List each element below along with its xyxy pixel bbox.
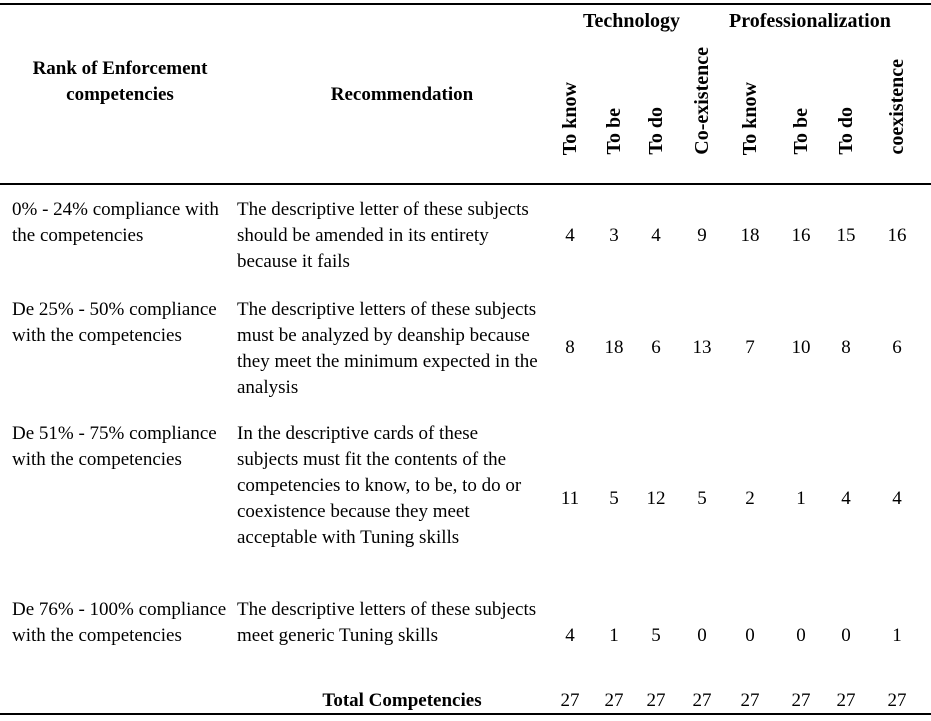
value-cell: 1 [609, 625, 619, 646]
total-value: 27 [791, 690, 811, 711]
column-header: To know [739, 81, 761, 155]
value-cell: 4 [565, 225, 575, 246]
rank-cell: De 25% - 50% compliance with the compete… [12, 299, 217, 346]
rank-cell: 0% - 24% compliance with the competencie… [12, 199, 219, 246]
value-cell: 0 [841, 625, 851, 646]
total-value: 27 [692, 690, 712, 711]
value-cell: 13 [692, 337, 712, 358]
value-cell: 0 [697, 625, 707, 646]
value-cell: 4 [892, 488, 902, 509]
value-cell: 12 [646, 488, 666, 509]
header-rule [0, 183, 931, 185]
value-cell: 18 [740, 225, 760, 246]
value-cell: 10 [791, 337, 811, 358]
value-cell: 0 [745, 625, 755, 646]
value-cell: 5 [651, 625, 661, 646]
column-header: To be [603, 108, 625, 155]
value-cell: 1 [796, 488, 806, 509]
column-header: Co-existence [691, 47, 713, 155]
recommendation-cell: The descriptive letters of these subject… [237, 599, 537, 646]
rank-cell: De 76% - 100% compliance with the compet… [12, 599, 227, 646]
value-cell: 4 [841, 488, 851, 509]
recommendation-cell: The descriptive letter of these subjects… [237, 199, 529, 272]
value-cell: 16 [887, 225, 907, 246]
value-cell: 6 [651, 337, 661, 358]
bottom-rule [0, 713, 931, 715]
total-value: 27 [646, 690, 666, 711]
value-cell: 4 [651, 225, 661, 246]
value-cell: 1 [892, 625, 902, 646]
value-cell: 11 [560, 488, 580, 509]
value-cell: 7 [745, 337, 755, 358]
value-cell: 2 [745, 488, 755, 509]
value-cell: 3 [609, 225, 619, 246]
value-cell: 15 [836, 225, 856, 246]
column-header: To know [559, 81, 581, 155]
value-cell: 6 [892, 337, 902, 358]
recommendation-cell: The descriptive letters of these subject… [237, 299, 538, 398]
value-cell: 8 [565, 337, 575, 358]
recommendation-cell: In the descriptive cards of these subjec… [237, 423, 522, 548]
header-recommendation: Recommendation [330, 84, 474, 105]
total-value: 27 [836, 690, 856, 711]
column-header: To do [645, 107, 667, 155]
value-cell: 18 [604, 337, 624, 358]
value-cell: 4 [565, 625, 575, 646]
total-value: 27 [887, 690, 907, 711]
top-rule [0, 3, 931, 5]
column-header: coexistence [886, 59, 908, 155]
total-value: 27 [604, 690, 624, 711]
group-professionalization: Professionalization [729, 10, 891, 32]
value-cell: 8 [841, 337, 851, 358]
value-cell: 5 [609, 488, 619, 509]
total-value: 27 [560, 690, 580, 711]
value-cell: 0 [796, 625, 806, 646]
group-technology: Technology [583, 10, 681, 32]
total-label: Total Competencies [322, 690, 482, 711]
rank-cell: De 51% - 75% compliance with the compete… [12, 423, 217, 470]
value-cell: 9 [697, 225, 707, 246]
column-header: To be [790, 108, 812, 155]
total-value: 27 [740, 690, 760, 711]
header-rank: Rank of Enforcement competencies [32, 58, 208, 105]
column-header: To do [835, 107, 857, 155]
value-cell: 5 [697, 488, 707, 509]
value-cell: 16 [791, 225, 811, 246]
